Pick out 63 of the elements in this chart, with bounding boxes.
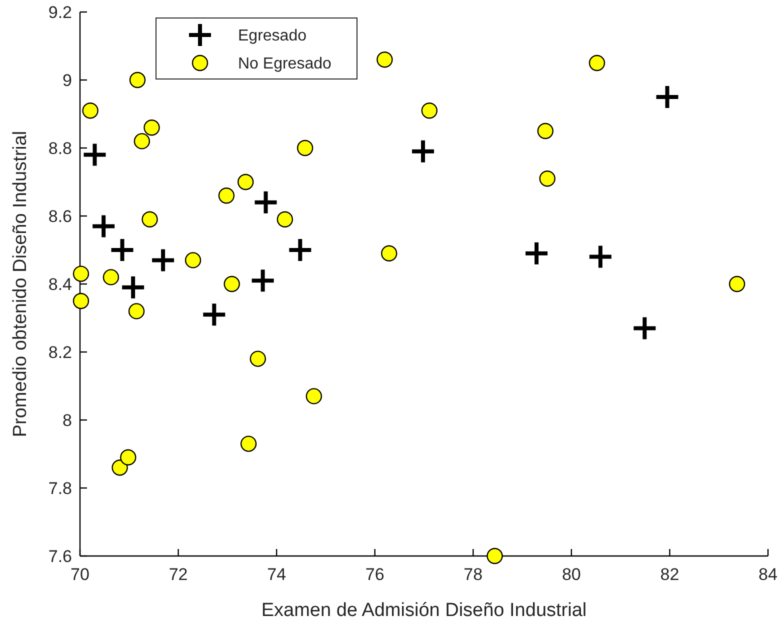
point [238, 174, 254, 190]
point [276, 211, 294, 228]
point [589, 246, 612, 268]
point [142, 211, 158, 228]
point [537, 122, 554, 140]
point [728, 276, 746, 292]
point [129, 72, 146, 88]
point [144, 120, 160, 136]
point [112, 460, 128, 476]
point [252, 270, 274, 292]
point [218, 188, 235, 204]
x-tick-label: 80 [562, 565, 581, 584]
x-tick-label: 82 [660, 565, 680, 584]
x-tick-label: 70 [70, 565, 90, 584]
point [128, 303, 145, 320]
y-tick-label: 9.2 [48, 2, 72, 22]
point [289, 239, 312, 261]
point [72, 266, 90, 282]
point [82, 102, 98, 119]
point [240, 436, 257, 452]
x-tick-label: 78 [464, 565, 483, 584]
point [84, 144, 106, 166]
point [120, 449, 136, 466]
point [111, 239, 134, 261]
y-tick-label: 8.6 [48, 206, 72, 226]
point [486, 548, 503, 564]
point [526, 242, 548, 264]
point [152, 249, 174, 272]
point [203, 304, 226, 326]
point [134, 133, 150, 150]
y-tick-label: 9 [62, 70, 72, 90]
point [184, 252, 202, 268]
y-tick-label: 8 [62, 410, 72, 430]
y-tick-label: 7.8 [48, 478, 72, 498]
point [306, 388, 322, 404]
y-tick-label: 8.8 [48, 138, 72, 158]
point [381, 245, 398, 262]
legend-label: Egresado [238, 28, 307, 45]
point [412, 140, 434, 162]
point [102, 269, 120, 286]
point [72, 292, 90, 310]
x-tick-label: 84 [758, 565, 778, 584]
x-tick-label: 72 [168, 565, 188, 584]
point [254, 191, 277, 214]
point [376, 52, 393, 68]
x-tick-label: 74 [267, 565, 286, 584]
point [421, 102, 438, 119]
point [92, 215, 115, 238]
point [634, 317, 656, 340]
point [224, 276, 240, 292]
legend-label: No Egresado [238, 56, 332, 73]
point [250, 350, 266, 367]
x-tick-label: 76 [365, 565, 384, 584]
point [122, 276, 144, 298]
point [539, 170, 556, 187]
x-axis-title: Examen de Admisión Diseño Industrial [261, 600, 587, 621]
y-tick-label: 8.4 [48, 274, 72, 294]
point [656, 86, 678, 108]
y-tick-label: 8.2 [48, 342, 72, 362]
y-axis-title: Promedio obtenido Diseño Industrial [10, 130, 31, 438]
y-tick-label: 7.6 [48, 546, 72, 566]
point [588, 54, 606, 72]
point [296, 140, 314, 156]
